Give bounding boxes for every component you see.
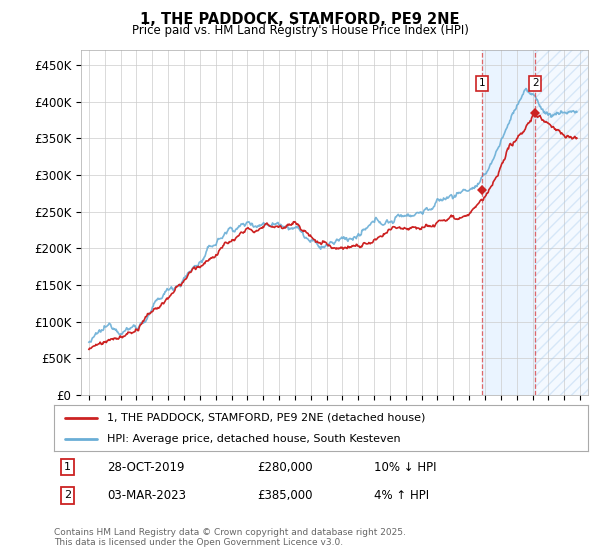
Text: 2: 2 xyxy=(532,78,539,88)
Text: 10% ↓ HPI: 10% ↓ HPI xyxy=(374,461,437,474)
Bar xyxy=(535,50,588,395)
Bar xyxy=(535,50,588,395)
Text: 1: 1 xyxy=(479,78,485,88)
Text: 03-MAR-2023: 03-MAR-2023 xyxy=(107,489,187,502)
Text: HPI: Average price, detached house, South Kesteven: HPI: Average price, detached house, Sout… xyxy=(107,435,401,444)
Text: 2: 2 xyxy=(64,491,71,501)
Text: 1, THE PADDOCK, STAMFORD, PE9 2NE (detached house): 1, THE PADDOCK, STAMFORD, PE9 2NE (detac… xyxy=(107,413,426,423)
Text: 1, THE PADDOCK, STAMFORD, PE9 2NE: 1, THE PADDOCK, STAMFORD, PE9 2NE xyxy=(140,12,460,27)
Text: £385,000: £385,000 xyxy=(257,489,313,502)
Text: Price paid vs. HM Land Registry's House Price Index (HPI): Price paid vs. HM Land Registry's House … xyxy=(131,24,469,37)
Text: 28-OCT-2019: 28-OCT-2019 xyxy=(107,461,185,474)
Text: 4% ↑ HPI: 4% ↑ HPI xyxy=(374,489,430,502)
Text: £280,000: £280,000 xyxy=(257,461,313,474)
Bar xyxy=(482,50,535,395)
Text: 1: 1 xyxy=(64,462,71,472)
Text: Contains HM Land Registry data © Crown copyright and database right 2025.
This d: Contains HM Land Registry data © Crown c… xyxy=(54,528,406,547)
